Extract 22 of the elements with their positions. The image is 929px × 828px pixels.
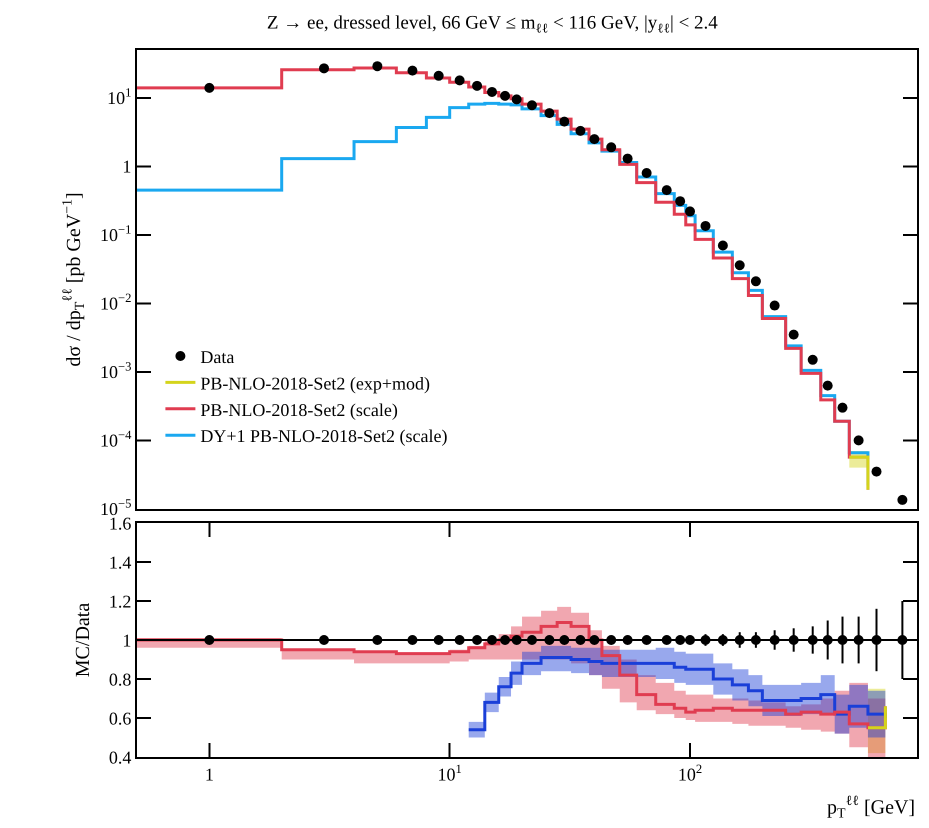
y-tick-label: 10$^{−3}$ [100, 360, 132, 382]
y-tick-label: 1.2 [108, 591, 132, 612]
legend-label: Data [200, 347, 234, 368]
y-tick-label: 1 [122, 630, 132, 650]
y-tick-label: 10$^{−4}$ [100, 428, 132, 451]
chart-title: Z → ee, dressed level, 66 GeV ≤ m$_{ℓℓ}$ < 116 GeV, |y$_{ℓℓ}$| < 2.4 [266, 12, 718, 36]
y-tick-label: 0.8 [108, 669, 132, 690]
y-tick-label: 1.4 [108, 552, 132, 572]
legend-label: DY+1 PB-NLO-2018-Set2 (scale) [200, 426, 448, 446]
legend-label: PB-NLO-2018-Set2 (scale) [200, 400, 398, 420]
y-tick-label: 10$^{−2}$ [100, 291, 132, 314]
y-tick-label: 10$^{1}$ [107, 86, 132, 108]
x-axis-title: p$_{T}$$^{ℓℓ}$ [GeV] [827, 794, 916, 822]
x-tick-label: 1 [204, 764, 214, 785]
y-tick-label: 0.4 [108, 747, 132, 768]
x-tick-label: 10$^{1}$ [438, 762, 462, 785]
y-tick-label: 1 [122, 156, 132, 177]
y-tick-label: 0.6 [108, 708, 132, 728]
y-tick-label: 10$^{−1}$ [100, 222, 132, 246]
y-axis-title: MC/Data [72, 602, 94, 678]
x-tick-label: 10$^{2}$ [678, 762, 702, 785]
legend-label: PB-NLO-2018-Set2 (exp+mod) [200, 373, 430, 394]
